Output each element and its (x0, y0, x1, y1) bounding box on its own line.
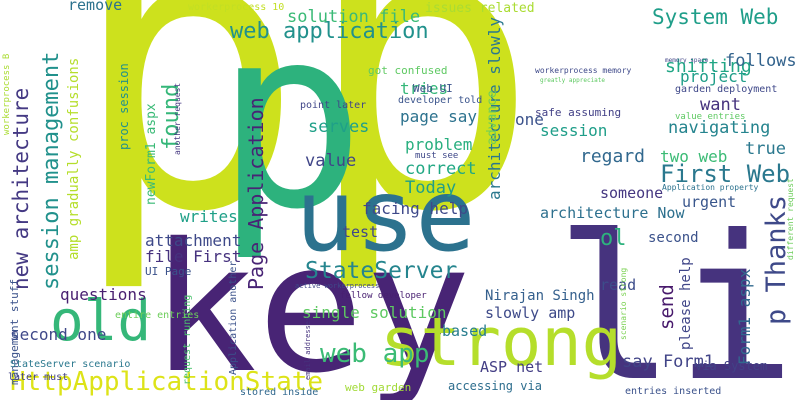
word: key (150, 205, 472, 400)
word: newForm1 aspx (144, 103, 159, 205)
word: Form1 aspx (735, 268, 754, 365)
word: First Web (660, 160, 790, 188)
word: follows (725, 51, 797, 71)
word: slowly amp (485, 304, 575, 322)
word: architecture slowly (485, 17, 504, 200)
word: p (215, 0, 366, 264)
word: Nirajan Singh (485, 288, 595, 304)
word: li (555, 193, 796, 400)
word: via System (695, 359, 767, 373)
word: use (295, 157, 476, 274)
word: issues related (425, 1, 535, 16)
word: urgent (682, 193, 736, 211)
word: value entries (675, 112, 745, 122)
word: workerprocess B (2, 54, 12, 135)
word: garden deployment (675, 84, 777, 95)
word: say Form1 (622, 352, 714, 372)
word: amp gradually confusions (66, 58, 82, 260)
word: solution file (287, 7, 420, 27)
word: attachment (145, 231, 241, 250)
word: based (442, 322, 487, 340)
word: point later (300, 100, 366, 111)
word: later must (8, 372, 68, 383)
word: developer told (398, 95, 482, 106)
word: Application property (662, 183, 759, 192)
word: fellow developer (340, 291, 427, 301)
word: System Web (652, 5, 778, 29)
word: want (700, 95, 741, 115)
word: email addresses (304, 317, 312, 380)
word: tries (400, 79, 448, 98)
word: HttpApplicationState (10, 367, 323, 397)
word: second (648, 230, 699, 246)
word: scenario strong (619, 268, 628, 340)
word: new architecture (9, 88, 33, 290)
word: ol (600, 226, 627, 251)
word: navigating (668, 118, 770, 138)
word: safe assuming (535, 106, 621, 119)
word: entries inserted (625, 386, 721, 397)
word: web application (230, 19, 429, 44)
word: writes (180, 207, 238, 226)
word: strong (380, 303, 622, 381)
word: old (50, 289, 151, 354)
word: correct (405, 159, 477, 179)
word: Today (405, 178, 456, 198)
word: accessing via (448, 379, 542, 393)
word: one (515, 110, 544, 129)
word: workerprocess memory (535, 66, 632, 75)
word: single solution (302, 303, 447, 322)
word: UI Page (145, 265, 191, 278)
word: advance (485, 90, 500, 145)
word: workerprocess 10 (188, 2, 284, 13)
word: read (600, 276, 636, 294)
word: different request (786, 178, 795, 260)
word: architecture Now (540, 204, 685, 222)
word: value (305, 151, 356, 171)
word: send (656, 284, 678, 330)
word: shifting (665, 56, 752, 77)
word: another request (173, 83, 182, 155)
word: test (342, 223, 378, 241)
word: ASP net (480, 358, 543, 376)
word: got confused (368, 64, 447, 77)
word: please help (678, 257, 694, 350)
word: stored inside (240, 387, 318, 398)
word: entire entries (115, 310, 199, 321)
word: StateServer scenario (10, 359, 130, 370)
word: session management (39, 52, 64, 290)
word: p Thanks (761, 195, 792, 325)
word: page say (400, 107, 477, 126)
word: Web UI (413, 82, 453, 95)
word: project (680, 67, 747, 86)
word: someone (600, 184, 663, 202)
word: web app (320, 339, 430, 369)
word: two web (660, 147, 727, 166)
word: Application another (228, 261, 239, 375)
word: questions (60, 285, 147, 304)
word: web garden (345, 381, 411, 394)
word: facing help (362, 199, 468, 218)
word: true (745, 139, 786, 159)
word: regard (580, 146, 645, 167)
word: Page Application (244, 97, 268, 290)
word: proc session (117, 63, 131, 150)
word: memory space (665, 57, 709, 64)
word: request running (182, 295, 193, 385)
word: found (159, 84, 184, 150)
word: problem (405, 135, 472, 154)
word: session (540, 121, 607, 140)
word: greatly appreciate (540, 77, 605, 84)
word: remove (68, 0, 122, 14)
word: must see (415, 151, 458, 161)
word: second one (10, 325, 106, 344)
word: active workerprocess (295, 282, 379, 290)
word: serves (308, 117, 369, 137)
word: StateServer (305, 258, 457, 284)
word: management stuff (8, 279, 21, 385)
word: file First (145, 247, 241, 266)
word: pp (70, 0, 540, 297)
